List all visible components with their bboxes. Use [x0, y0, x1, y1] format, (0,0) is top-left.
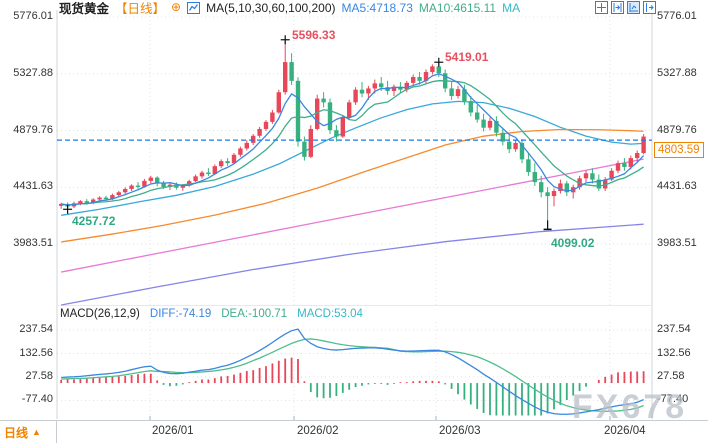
- add-indicator-icon[interactable]: ⊕: [171, 0, 182, 14]
- indicator-icon[interactable]: [187, 1, 201, 14]
- axis-tick-label: 237.54: [19, 323, 53, 336]
- macd-title[interactable]: MACD(26,12,9): [60, 308, 140, 320]
- period-selector[interactable]: 日线 ▲: [0, 421, 57, 443]
- annotation-low-2: 4099.02: [551, 236, 595, 250]
- dea-line: [61, 338, 644, 413]
- macd-diff-value: DIFF:-74.19: [149, 308, 212, 320]
- x-axis-label-feb: 2026/02: [297, 425, 339, 437]
- axis-tick-label: 3983.51: [657, 237, 697, 249]
- axis-tick-label: 5776.01: [657, 10, 697, 22]
- axis-tick-label: 132.56: [657, 346, 691, 359]
- axis-tick-label: 4879.76: [13, 123, 53, 136]
- macd-macd-value: MACD:53.04: [297, 308, 363, 320]
- watermark: FX678: [572, 388, 688, 426]
- axis-tick-label: -77.40: [657, 393, 689, 406]
- axis-tick-label: 4431.63: [657, 180, 697, 193]
- axis-tick-label: 27.58: [657, 369, 685, 382]
- ma30-line: [61, 100, 644, 216]
- grid-lines: [57, 12, 652, 421]
- axis-tick-label: 5327.88: [13, 66, 53, 79]
- macd-dea-value: DEA:-100.71: [221, 308, 288, 320]
- ma10-line: [61, 80, 644, 206]
- axis-range-icon[interactable]: [611, 1, 624, 14]
- axis-tick-label: 237.54: [657, 323, 691, 336]
- ma5-line: [61, 73, 645, 206]
- axis-tick-label: 5327.88: [657, 66, 697, 79]
- axis-tick-label: 4431.63: [13, 180, 53, 193]
- axis-scale-active-icon[interactable]: [627, 1, 640, 14]
- annotation-low-1: 4257.72: [72, 214, 116, 228]
- plot-frame: [56, 10, 653, 419]
- axis-tick-label: -77.40: [21, 393, 53, 406]
- period-selector-arrow-icon: ▲: [32, 427, 41, 437]
- symbol-name: 现货黄金: [59, 2, 110, 16]
- axis-tick-label: 5776.01: [13, 10, 53, 22]
- x-axis-label-mar: 2026/03: [439, 425, 481, 437]
- axis-tick-label: 132.56: [19, 346, 53, 359]
- axis-tick-label: 4879.76: [657, 123, 697, 136]
- ma60-line: [61, 128, 644, 243]
- chart-header: 现货黄金 【日线】 ⊕ MA(5,10,30,60,100,200) MA5:4…: [59, 0, 521, 17]
- annotation-high-1: 5596.33: [292, 28, 336, 42]
- current-price-tag: 4803.59: [654, 142, 704, 158]
- ma10-value: MA10:4615.11: [418, 0, 497, 15]
- macd-pane: [60, 328, 645, 416]
- axis-tick-label: 27.58: [25, 369, 53, 382]
- ma-fast-lines: [61, 73, 645, 206]
- ma-extra-value: MA: [502, 0, 521, 15]
- x-axis-label-jan: 2026/01: [152, 425, 194, 437]
- axis-tick-label: 3983.51: [13, 237, 53, 249]
- annotation-high-2: 5419.01: [445, 50, 489, 64]
- ma-overlay-lines: [61, 100, 644, 306]
- ma-settings-label[interactable]: MA(5,10,30,60,100,200): [206, 0, 336, 15]
- ma200-line: [61, 223, 644, 306]
- x-axis-bar: 日线 ▲ 2026/01 2026/02 2026/03 2026/04: [0, 420, 708, 443]
- period-label[interactable]: 【日线】: [115, 2, 166, 16]
- extreme-markers: [63, 35, 552, 231]
- collapse-panel-icon[interactable]: [643, 1, 656, 14]
- x-axis-label-apr: 2026/04: [604, 425, 646, 437]
- crosshair-icon[interactable]: [595, 1, 608, 14]
- chart-toolbar: [595, 1, 656, 14]
- ma5-value: MA5:4718.73: [341, 0, 413, 15]
- diff-line: [61, 328, 644, 415]
- macd-header: MACD(26,12,9) DIFF:-74.19 DEA:-100.71 MA…: [60, 308, 363, 320]
- period-selector-label: 日线: [4, 425, 29, 440]
